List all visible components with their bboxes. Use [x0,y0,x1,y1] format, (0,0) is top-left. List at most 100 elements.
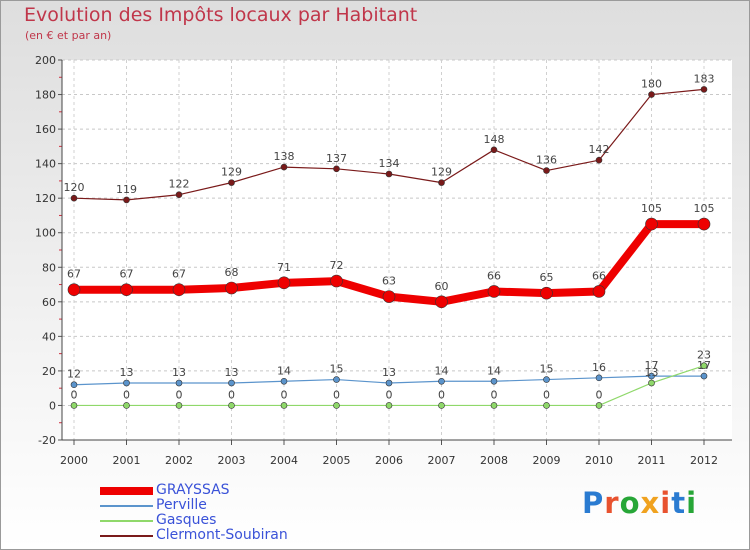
data-label: 13 [382,366,396,379]
y-tick-label: 200 [35,54,56,67]
y-tick-label: 20 [42,365,56,378]
data-point [385,402,393,409]
y-tick-label: 100 [35,227,56,240]
data-point [70,402,78,409]
y-tick-label: 80 [42,261,56,274]
data-label: 63 [382,275,396,288]
data-label: 16 [592,361,606,374]
data-point [385,379,393,387]
data-label: 137 [326,152,347,165]
data-label: 66 [592,269,606,282]
legend-swatch [100,520,153,522]
x-tick-label: 2000 [60,454,88,467]
data-point [592,285,606,298]
logo-letter: P [582,486,605,520]
y-tick-label: 60 [42,296,56,309]
logo-letter: i [660,486,672,520]
data-point [385,170,393,178]
legend-swatch [100,487,153,495]
data-label: 13 [225,366,239,379]
data-point [595,402,603,409]
data-point [280,377,288,385]
data-point [277,276,291,290]
logo-letter: x [640,486,661,520]
data-label: 67 [120,268,134,281]
data-label: 14 [435,364,449,377]
data-label: 60 [435,280,449,293]
data-label: 134 [379,157,400,170]
data-label: 23 [697,349,711,362]
data-label: 65 [540,271,554,284]
data-label: 180 [641,78,662,91]
data-point [700,362,708,370]
x-tick-label: 2007 [428,454,456,467]
data-label: 0 [333,388,340,401]
legend-label: Clermont-Soubiran [156,527,288,543]
x-tick-label: 2011 [638,454,666,467]
legend-label: Perville [156,497,207,513]
x-tick-label: 2004 [270,454,298,467]
data-label: 105 [641,202,662,215]
data-label: 72 [330,259,344,272]
data-label: 17 [645,359,659,372]
data-point [333,376,340,383]
data-point [648,91,655,98]
y-tick-label: -20 [38,434,56,447]
data-label: 66 [487,269,501,282]
data-point [228,402,235,409]
data-label: 71 [277,261,291,274]
data-label: 13 [120,366,134,379]
data-label: 67 [67,268,81,281]
data-label: 138 [274,150,295,163]
x-tick-label: 2010 [585,454,613,467]
proxiti-logo: Proxiti [582,486,697,520]
data-point [543,402,550,409]
x-tick-label: 2012 [690,454,718,467]
data-point [120,283,133,297]
data-label: 0 [228,388,235,401]
y-tick-label: 40 [42,330,56,343]
y-tick-label: 180 [35,89,56,102]
data-label: 14 [487,364,501,377]
data-point [70,194,78,202]
data-point [382,290,396,303]
data-point [438,179,445,186]
data-label: 12 [67,368,81,381]
data-label: 0 [281,388,288,401]
data-label: 148 [484,133,505,146]
legend-label: Gasques [156,512,217,528]
data-point [697,217,711,231]
data-label: 67 [172,268,186,281]
data-point [175,402,183,409]
data-point [123,196,130,204]
data-point [700,372,708,380]
data-label: 0 [123,388,130,401]
legend-swatch [100,505,153,507]
data-label: 0 [491,388,498,401]
data-label: 0 [543,388,550,401]
data-point [70,381,78,389]
data-point [172,283,186,297]
data-point [490,377,498,385]
x-tick-label: 2005 [323,454,351,467]
legend-swatch [100,535,153,537]
data-point [648,379,655,387]
data-label: 0 [386,388,393,401]
data-point [330,274,343,288]
data-label: 14 [277,364,291,377]
y-tick-label: 140 [35,158,56,171]
data-label: 136 [536,154,557,167]
data-point [175,191,183,199]
data-point [490,146,498,154]
data-point [123,402,130,409]
data-label: 129 [221,166,242,179]
data-point [438,377,445,385]
data-point [280,163,288,171]
logo-letter: r [604,486,620,520]
data-label: 68 [225,266,239,279]
data-point [438,402,445,409]
data-point [543,376,550,383]
logo-letter: t [671,486,687,520]
y-tick-label: 120 [35,192,56,205]
